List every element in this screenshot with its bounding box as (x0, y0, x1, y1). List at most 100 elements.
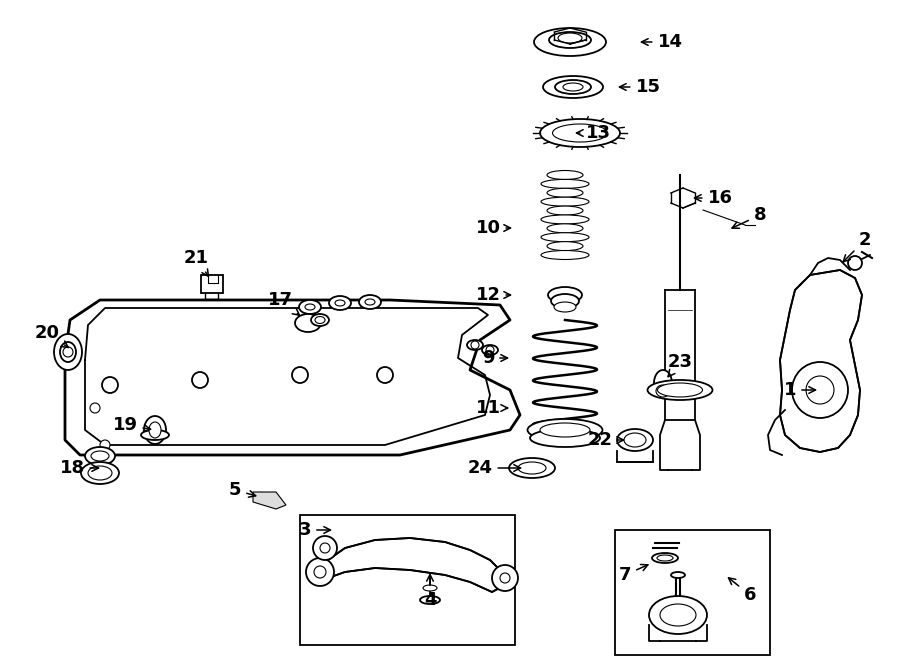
Ellipse shape (467, 340, 483, 350)
Ellipse shape (54, 334, 82, 370)
Circle shape (377, 367, 393, 383)
Ellipse shape (518, 462, 546, 474)
Ellipse shape (617, 429, 653, 451)
Ellipse shape (541, 179, 589, 188)
Text: 11: 11 (475, 399, 508, 417)
Circle shape (471, 341, 479, 349)
Ellipse shape (624, 433, 646, 447)
Circle shape (320, 543, 330, 553)
Circle shape (292, 367, 308, 383)
Ellipse shape (671, 572, 685, 578)
Text: 17: 17 (267, 291, 300, 315)
Ellipse shape (299, 300, 321, 314)
Circle shape (100, 440, 110, 450)
Ellipse shape (420, 596, 440, 604)
Ellipse shape (509, 458, 555, 478)
Text: 3: 3 (299, 521, 330, 539)
Ellipse shape (541, 197, 589, 206)
Ellipse shape (144, 416, 166, 444)
Ellipse shape (540, 119, 620, 147)
Circle shape (492, 565, 518, 591)
Ellipse shape (329, 296, 351, 310)
Circle shape (500, 573, 510, 583)
Text: 5: 5 (229, 481, 256, 499)
Ellipse shape (547, 224, 583, 233)
Polygon shape (780, 270, 862, 452)
Bar (615, 530, 770, 655)
Ellipse shape (541, 233, 589, 242)
Text: 13: 13 (577, 124, 610, 142)
Ellipse shape (563, 83, 583, 91)
Ellipse shape (335, 300, 345, 306)
Polygon shape (253, 492, 286, 509)
Ellipse shape (549, 32, 591, 48)
Ellipse shape (547, 171, 583, 180)
Circle shape (90, 403, 100, 413)
Text: 23: 23 (668, 353, 692, 377)
Circle shape (792, 362, 848, 418)
Text: 15: 15 (619, 78, 661, 96)
Ellipse shape (654, 370, 672, 396)
Ellipse shape (660, 604, 696, 626)
Ellipse shape (657, 555, 673, 561)
Ellipse shape (540, 423, 590, 437)
Ellipse shape (543, 76, 603, 98)
Text: 9: 9 (482, 349, 508, 367)
Ellipse shape (547, 242, 583, 251)
Ellipse shape (553, 124, 608, 142)
Text: 16: 16 (695, 189, 733, 207)
Circle shape (192, 372, 208, 388)
Circle shape (63, 347, 73, 357)
Ellipse shape (652, 553, 678, 563)
Text: 8: 8 (732, 206, 766, 228)
Ellipse shape (547, 188, 583, 197)
Ellipse shape (541, 215, 589, 224)
Bar (300, 515, 515, 645)
Text: 19: 19 (112, 416, 150, 434)
Text: 1: 1 (784, 381, 815, 399)
Ellipse shape (359, 295, 381, 309)
Ellipse shape (365, 299, 375, 305)
Ellipse shape (649, 596, 707, 634)
Circle shape (486, 346, 494, 354)
Text: 7: 7 (619, 564, 648, 584)
Text: 12: 12 (475, 286, 510, 304)
Text: 6: 6 (728, 578, 756, 604)
Ellipse shape (548, 287, 582, 303)
Ellipse shape (527, 419, 602, 441)
Ellipse shape (305, 304, 315, 310)
Text: 2: 2 (843, 231, 871, 262)
Text: 22: 22 (588, 431, 624, 449)
Ellipse shape (658, 383, 703, 397)
Circle shape (848, 256, 862, 270)
Ellipse shape (311, 314, 329, 326)
Ellipse shape (647, 380, 713, 400)
Ellipse shape (534, 28, 606, 56)
Polygon shape (318, 538, 505, 592)
Circle shape (313, 536, 337, 560)
Ellipse shape (295, 314, 321, 332)
Ellipse shape (315, 317, 325, 323)
Ellipse shape (547, 206, 583, 215)
Bar (201, 275, 223, 293)
Ellipse shape (555, 80, 591, 94)
Ellipse shape (141, 430, 169, 440)
Ellipse shape (530, 429, 600, 447)
Ellipse shape (85, 447, 115, 465)
Ellipse shape (551, 294, 579, 308)
Text: 14: 14 (642, 33, 682, 51)
Circle shape (806, 376, 834, 404)
Text: 10: 10 (475, 219, 510, 237)
Ellipse shape (541, 251, 589, 260)
Ellipse shape (656, 385, 670, 397)
Ellipse shape (558, 33, 582, 43)
Text: 24: 24 (467, 459, 520, 477)
Text: 20: 20 (34, 324, 68, 348)
Ellipse shape (81, 462, 119, 484)
Ellipse shape (60, 342, 76, 362)
Text: 4: 4 (424, 574, 436, 609)
Ellipse shape (88, 466, 112, 480)
Ellipse shape (91, 451, 109, 461)
Text: 21: 21 (184, 249, 209, 276)
Ellipse shape (554, 302, 576, 312)
